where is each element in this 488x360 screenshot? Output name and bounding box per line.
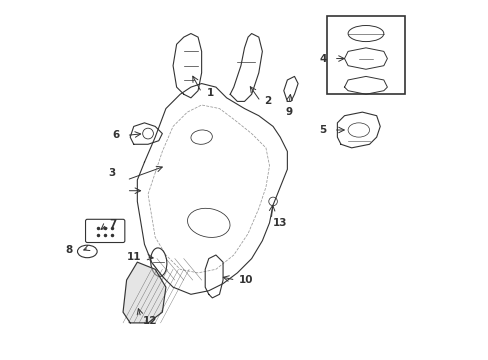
Text: 5: 5 — [319, 125, 326, 135]
Text: 13: 13 — [272, 218, 287, 228]
Polygon shape — [123, 262, 165, 323]
Text: 2: 2 — [264, 96, 271, 107]
Text: 3: 3 — [108, 168, 116, 178]
Text: 12: 12 — [142, 316, 157, 326]
Text: 7: 7 — [108, 219, 116, 229]
Text: 11: 11 — [126, 252, 141, 262]
Text: 1: 1 — [206, 88, 214, 98]
Text: 8: 8 — [66, 245, 73, 255]
Text: 10: 10 — [239, 275, 253, 285]
Text: 4: 4 — [319, 54, 326, 64]
Text: 6: 6 — [112, 130, 119, 140]
Text: 9: 9 — [285, 107, 292, 117]
